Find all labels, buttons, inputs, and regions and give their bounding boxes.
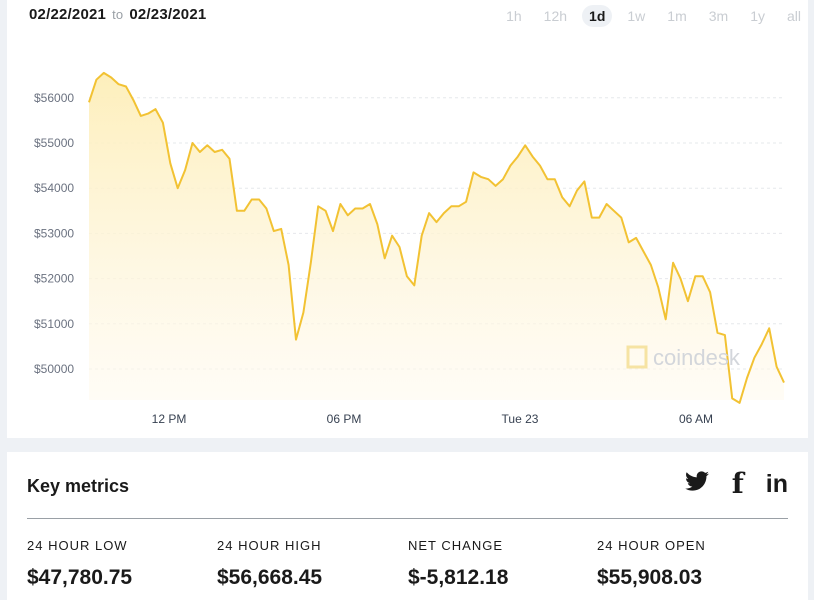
date-range-separator: to: [112, 7, 124, 22]
metric-value: $56,668.45: [217, 566, 323, 589]
y-tick-label: $51000: [34, 317, 74, 331]
range-1y[interactable]: 1y: [750, 8, 765, 24]
metric-net-change: NET CHANGE $-5,812.18: [408, 538, 508, 590]
metric-24h-low: 24 HOUR LOW $47,780.75: [27, 538, 132, 590]
twitter-icon[interactable]: [684, 470, 710, 498]
x-tick-label: Tue 23: [502, 412, 539, 426]
x-tick-label: 12 PM: [152, 412, 187, 426]
x-tick-label: 06 AM: [679, 412, 713, 426]
y-tick-label: $54000: [34, 181, 74, 195]
metric-label: 24 HOUR HIGH: [217, 538, 322, 553]
coindesk-logo-icon: [626, 345, 648, 369]
price-area-fill: [89, 72, 784, 403]
price-area-chart[interactable]: $50000 $51000 $52000 $53000 $54000 $55000 $560…: [7, 0, 808, 438]
metric-label: 24 HOUR LOW: [27, 538, 128, 553]
date-range: 02/22/2021 to 02/23/2021: [29, 6, 206, 23]
range-1d[interactable]: 1d: [582, 5, 613, 27]
social-share: f in: [662, 470, 788, 498]
range-selector: 1h 12h 1d 1w 1m 3m 1y all: [491, 3, 808, 29]
range-1m[interactable]: 1m: [667, 8, 687, 24]
range-12h[interactable]: 12h: [543, 8, 568, 24]
y-tick-label: $56000: [34, 91, 74, 105]
range-3m[interactable]: 3m: [708, 8, 729, 24]
metric-label: 24 HOUR OPEN: [597, 538, 706, 553]
metric-value: $47,780.75: [27, 566, 133, 589]
metric-24h-high: 24 HOUR HIGH $56,668.45: [217, 538, 322, 590]
metric-24h-open: 24 HOUR OPEN $55,908.03: [597, 538, 706, 590]
key-metrics-title: Key metrics: [27, 476, 130, 496]
date-to: 02/23/2021: [129, 6, 207, 23]
price-chart-card: 02/22/2021 to 02/23/2021 1h 12h 1d 1w 1m 3…: [7, 0, 808, 438]
y-tick-label: $50000: [34, 362, 74, 376]
price-line: [88, 71, 785, 404]
y-tick-label: $55000: [34, 136, 74, 150]
key-metrics-card: Key metrics f in 24 HOUR LOW $47,780.75 …: [7, 452, 808, 600]
facebook-icon[interactable]: f: [731, 467, 744, 500]
metric-label: NET CHANGE: [408, 538, 503, 553]
watermark-text: coindesk: [653, 345, 741, 370]
metrics-divider: [27, 518, 788, 519]
y-tick-label: $53000: [34, 226, 74, 240]
y-tick-label: $52000: [34, 272, 74, 286]
metric-value: $55,908.03: [597, 566, 703, 589]
range-1h[interactable]: 1h: [506, 8, 522, 24]
x-tick-label: 06 PM: [327, 412, 362, 426]
range-all[interactable]: all: [786, 8, 801, 24]
metric-value: $-5,812.18: [408, 566, 509, 589]
linkedin-icon[interactable]: in: [765, 470, 788, 498]
range-1w[interactable]: 1w: [627, 8, 646, 24]
date-from: 02/22/2021: [29, 6, 107, 23]
coindesk-watermark: coindesk: [626, 345, 741, 370]
